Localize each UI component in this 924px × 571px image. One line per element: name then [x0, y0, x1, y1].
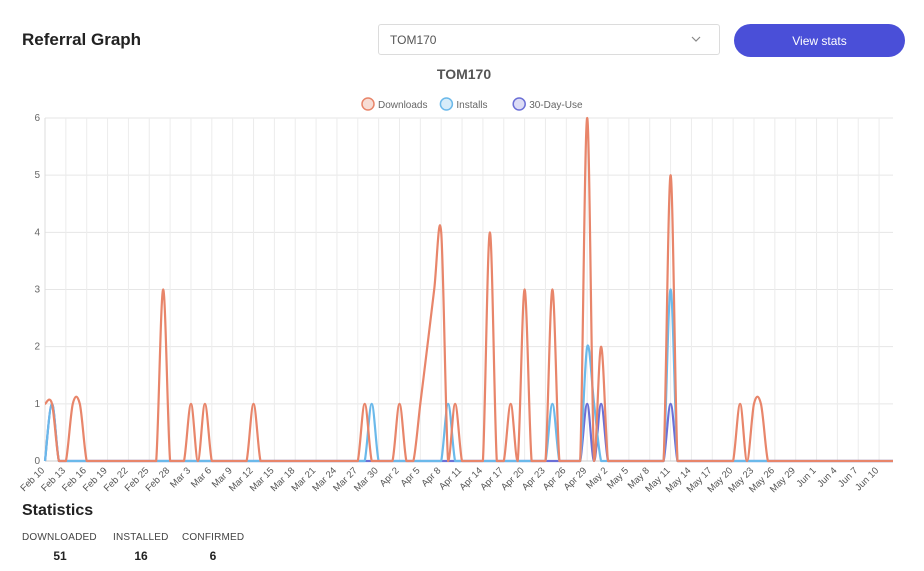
stat-label-installed: INSTALLED — [113, 532, 169, 543]
y-tick-label: 1 — [34, 399, 40, 410]
referral-code-select[interactable]: TOM170 — [378, 24, 720, 55]
stat-value-downloaded: 51 — [53, 549, 67, 563]
chevron-down-icon — [691, 36, 701, 42]
x-tick-label: May 5 — [605, 465, 631, 491]
referral-code-select-value: TOM170 — [390, 33, 437, 47]
x-tick-label: Jun 10 — [853, 465, 881, 493]
legend-marker-1 — [439, 97, 454, 111]
statistics-title: Statistics — [22, 502, 94, 519]
legend-label-1: Installs — [456, 100, 487, 111]
view-stats-button[interactable]: View stats — [734, 24, 905, 57]
y-tick-label: 5 — [34, 170, 40, 181]
x-tick-label: Apr 2 — [378, 465, 402, 489]
y-tick-label: 6 — [34, 113, 40, 124]
page-title: Referral Graph — [22, 30, 142, 49]
chart-title: TOM170 — [437, 66, 491, 82]
x-tick-label: Mar 6 — [189, 465, 214, 490]
legend-label-0: Downloads — [378, 100, 427, 111]
x-tick-label: Jun 1 — [794, 465, 818, 489]
x-tick-label: Apr 5 — [399, 465, 423, 489]
y-tick-label: 4 — [34, 227, 40, 238]
y-tick-label: 2 — [34, 342, 40, 353]
x-tick-label: Apr 29 — [562, 465, 590, 493]
legend-marker-2 — [512, 97, 526, 111]
x-tick-label: Jun 4 — [815, 465, 839, 489]
x-tick-label: May 2 — [584, 465, 610, 491]
stat-value-installed: 16 — [134, 549, 148, 563]
series-line-downloads — [44, 116, 893, 463]
legend-label-2: 30-Day-Use — [529, 100, 583, 111]
y-tick-label: 0 — [34, 456, 40, 467]
x-tick-label: Mar 3 — [168, 465, 193, 490]
stat-value-confirmed: 6 — [209, 549, 217, 563]
stat-label-confirmed: CONFIRMED — [182, 532, 245, 543]
legend-marker-0 — [361, 97, 375, 111]
referral-chart: TOM170 Downloads Installs 30-Day-Use 0 1 2 3 4 5 6… — [18, 66, 893, 495]
stat-label-downloaded: DOWNLOADED — [22, 532, 97, 543]
y-tick-label: 3 — [34, 285, 40, 296]
